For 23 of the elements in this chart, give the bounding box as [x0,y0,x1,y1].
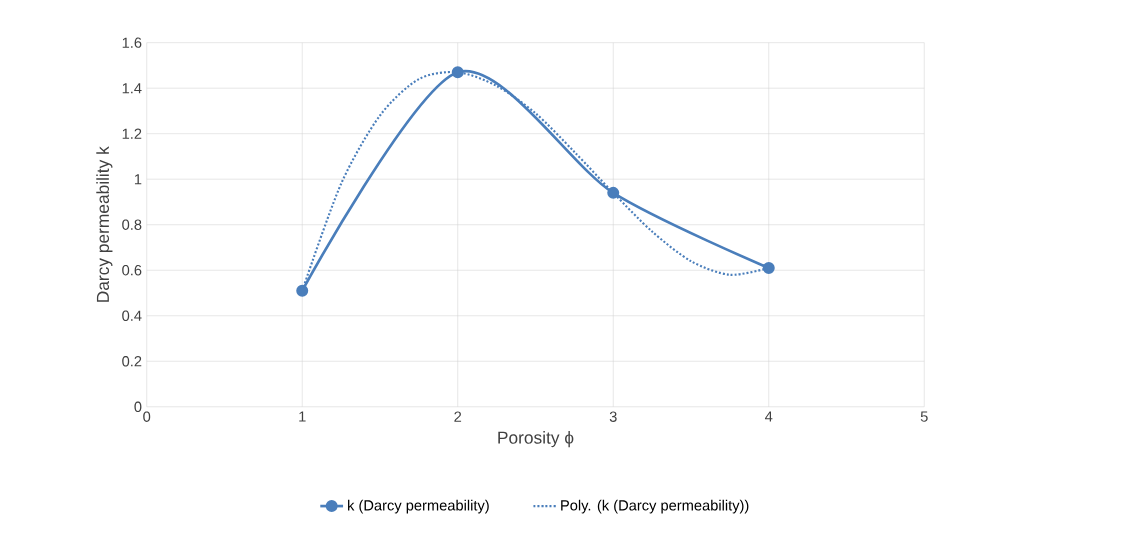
point [762,262,775,275]
x-tick-label: 5 [920,411,928,422]
y-tick-label: 0.4 [122,310,142,322]
x-tick-label: 0 [143,411,151,422]
y-tick-label: 0.6 [122,265,142,276]
x-tick-label: 3 [609,411,617,422]
x-tick-label: 2 [454,411,462,422]
y-tick-label: 0 [134,401,142,413]
legend-label: k (Darcy permeability) [348,499,489,514]
y-tick-label: 0.2 [122,356,142,367]
y-tick-label: 1.6 [122,37,142,48]
point [296,284,309,297]
legend-label: Poly. (k (Darcy permeability)) [561,499,749,514]
x-axis-title: Porosity ϕ [498,431,574,448]
y-tick-label: 1.2 [122,128,142,139]
point [451,66,464,79]
point [607,186,620,199]
y-tick-label: 0.8 [122,219,142,231]
y-tick-label: 1 [134,174,142,185]
y-tick-label: 1.4 [122,83,142,94]
y-axis-title: Darcy permeability k [96,146,113,302]
x-tick-label: 4 [765,411,773,422]
x-tick-label: 1 [299,411,306,422]
